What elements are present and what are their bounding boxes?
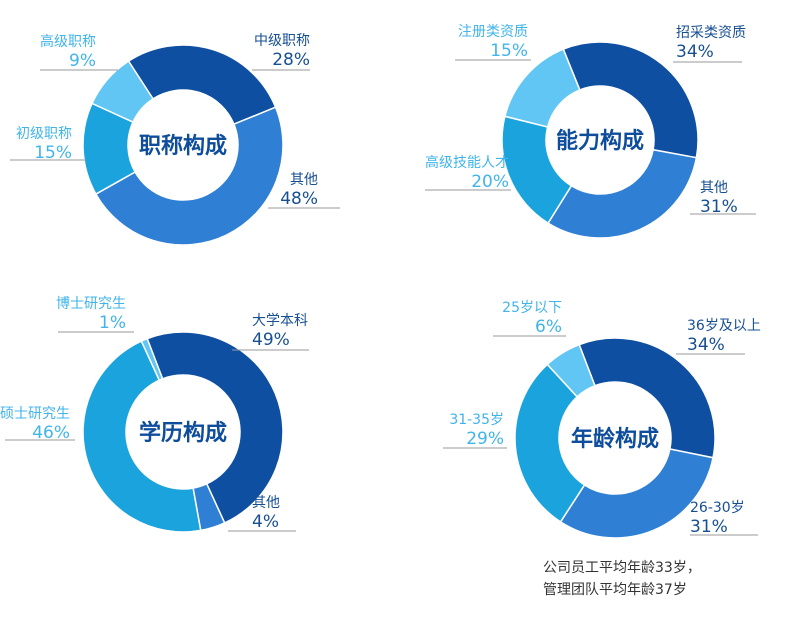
education-composition-center-title: 学历构成 <box>139 420 227 446</box>
education-composition-label-1: 大学本科 <box>252 313 308 329</box>
ability-composition-label-2: 其他 <box>700 180 728 196</box>
age-composition-value-4: 6% <box>535 317 562 337</box>
age-composition-value-1: 34% <box>687 335 725 355</box>
ability-composition-label-1: 招采类资质 <box>676 25 746 41</box>
title-composition-value-4: 9% <box>69 51 96 71</box>
ability-composition-slice-2 <box>547 148 698 239</box>
ability-composition-label-3: 高级技能人才 <box>425 154 509 171</box>
title-composition-label-2: 其他 <box>290 172 318 188</box>
education-composition-slice-3 <box>82 340 202 533</box>
education-composition-value-2: 4% <box>252 512 279 532</box>
ability-composition-value-2: 31% <box>700 197 738 217</box>
title-composition-label-1: 中级职称 <box>254 33 310 49</box>
education-composition-label-4: 博士研究生 <box>56 295 126 312</box>
title-composition-center-title: 职称构成 <box>139 133 227 159</box>
education-composition-value-4: 1% <box>99 313 126 333</box>
age-composition-label-2: 26-30岁 <box>690 500 745 516</box>
education-composition-slice-4 <box>140 337 164 382</box>
ability-composition-value-1: 34% <box>676 42 714 62</box>
ability-composition-label-4: 注册类资质 <box>458 24 528 40</box>
ability-composition-slice-1 <box>562 41 699 159</box>
title-composition-slice-1 <box>127 44 277 126</box>
ability-composition-value-4: 15% <box>490 41 528 61</box>
age-composition-value-3: 29% <box>466 429 504 449</box>
education-composition-label-2: 其他 <box>252 495 280 511</box>
age-composition-center-title: 年龄构成 <box>571 426 659 452</box>
title-composition-label-3: 初级职称 <box>16 125 72 142</box>
age-composition-slice-4 <box>546 343 596 398</box>
age-composition-slice-1 <box>578 337 716 459</box>
title-composition-slice-2 <box>94 106 284 246</box>
education-composition-value-1: 49% <box>252 330 290 350</box>
age-composition-value-2: 31% <box>690 517 728 537</box>
education-composition-value-3: 46% <box>32 423 70 443</box>
title-composition-value-3: 15% <box>34 143 72 163</box>
ability-composition-slice-4 <box>504 48 581 128</box>
footnote-line-management-age: 管理团队平均年龄37岁 <box>543 582 687 598</box>
education-composition-slice-1 <box>146 331 284 524</box>
ability-composition-value-3: 20% <box>471 172 509 192</box>
title-composition-value-1: 28% <box>272 50 310 70</box>
title-composition-label-4: 高级职称 <box>40 33 96 50</box>
title-composition-value-2: 48% <box>280 189 318 209</box>
age-composition-label-3: 31-35岁 <box>449 412 504 428</box>
footnote-line-staff-age: 公司员工平均年龄33岁， <box>543 560 701 576</box>
education-composition-label-3: 硕士研究生 <box>0 406 70 422</box>
age-composition-label-4: 25岁以下 <box>502 300 562 316</box>
title-composition-slice-4 <box>91 60 155 124</box>
age-composition-slice-3 <box>514 363 586 523</box>
age-footnote: 公司员工平均年龄33岁， 管理团队平均年龄37岁 <box>543 557 773 601</box>
age-composition-label-1: 36岁及以上 <box>687 318 761 334</box>
age-composition-slice-2 <box>559 448 714 539</box>
ability-composition-center-title: 能力构成 <box>556 128 644 154</box>
